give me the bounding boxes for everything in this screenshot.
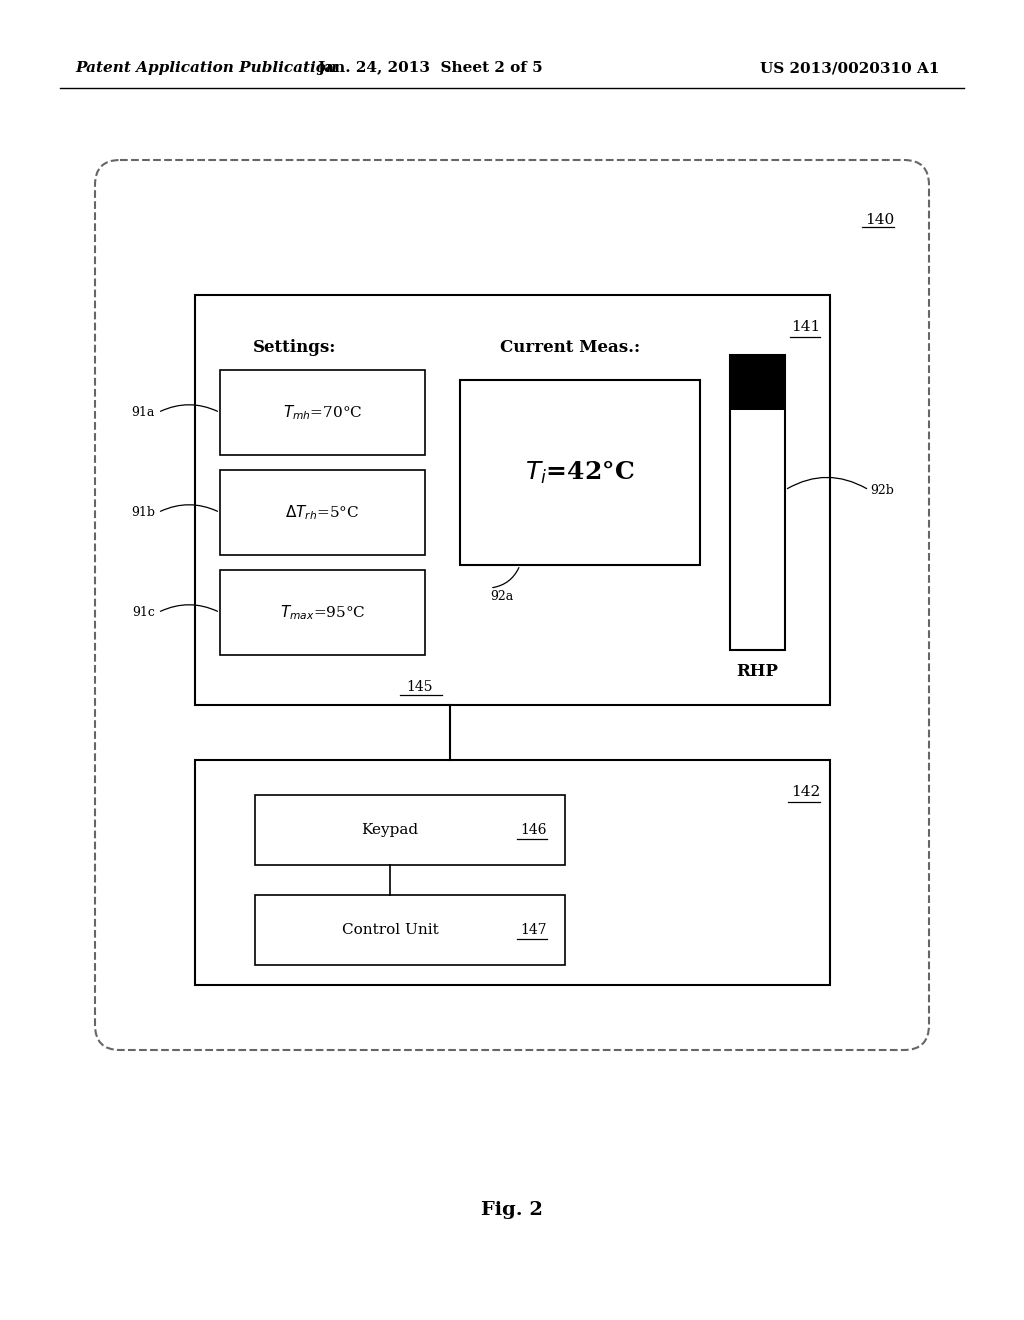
FancyBboxPatch shape — [460, 380, 700, 565]
Text: Control Unit: Control Unit — [342, 923, 438, 937]
FancyArrowPatch shape — [161, 605, 217, 611]
FancyBboxPatch shape — [195, 294, 830, 705]
Text: 145: 145 — [407, 680, 433, 694]
Text: $T_{mh}$=70°C: $T_{mh}$=70°C — [283, 403, 362, 422]
FancyArrowPatch shape — [161, 504, 217, 511]
Text: $T_{max}$=95°C: $T_{max}$=95°C — [280, 603, 366, 622]
Text: 142: 142 — [791, 785, 820, 799]
Text: Settings:: Settings: — [253, 339, 337, 356]
FancyBboxPatch shape — [730, 355, 785, 411]
FancyArrowPatch shape — [787, 478, 866, 488]
Text: RHP: RHP — [736, 664, 778, 681]
Text: 146: 146 — [520, 822, 547, 837]
Text: 91c: 91c — [132, 606, 155, 619]
Text: Jan. 24, 2013  Sheet 2 of 5: Jan. 24, 2013 Sheet 2 of 5 — [317, 61, 543, 75]
Text: 91a: 91a — [132, 407, 155, 418]
FancyBboxPatch shape — [220, 470, 425, 554]
Text: 92b: 92b — [870, 483, 894, 496]
FancyArrowPatch shape — [161, 405, 217, 412]
Text: Keypad: Keypad — [361, 822, 419, 837]
Text: 140: 140 — [864, 213, 894, 227]
FancyArrowPatch shape — [493, 568, 519, 587]
FancyBboxPatch shape — [220, 570, 425, 655]
Text: US 2013/0020310 A1: US 2013/0020310 A1 — [761, 61, 940, 75]
Text: 91b: 91b — [131, 506, 155, 519]
Text: 141: 141 — [791, 319, 820, 334]
Text: Fig. 2: Fig. 2 — [481, 1201, 543, 1218]
Text: 92a: 92a — [490, 590, 513, 603]
FancyBboxPatch shape — [195, 760, 830, 985]
Text: $T_i$=42°C: $T_i$=42°C — [525, 459, 635, 486]
FancyBboxPatch shape — [220, 370, 425, 455]
FancyBboxPatch shape — [255, 895, 565, 965]
FancyBboxPatch shape — [255, 795, 565, 865]
FancyBboxPatch shape — [95, 160, 929, 1049]
Text: Current Meas.:: Current Meas.: — [500, 339, 640, 356]
FancyBboxPatch shape — [730, 355, 785, 649]
Text: Patent Application Publication: Patent Application Publication — [75, 61, 337, 75]
Text: 147: 147 — [520, 923, 547, 937]
Text: $\Delta T_{rh}$=5°C: $\Delta T_{rh}$=5°C — [286, 503, 359, 521]
